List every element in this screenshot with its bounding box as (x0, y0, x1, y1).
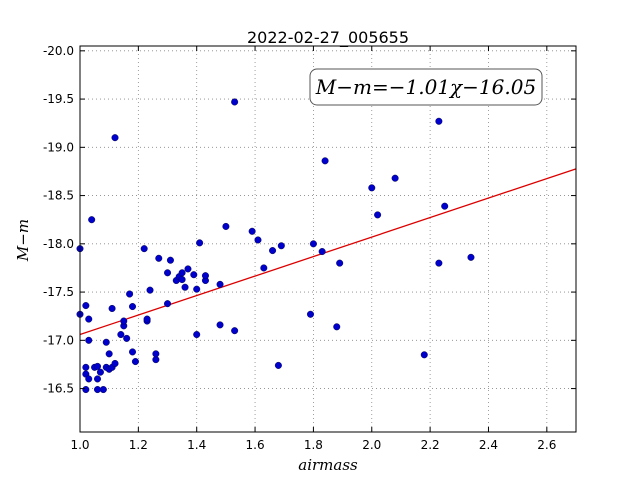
data-point (82, 363, 90, 371)
x-tick-label: 1.0 (70, 438, 89, 452)
axis-ticks: 1.0 1.2 1.4 1.6 1.8 2.0 2.2 2.4 2.6 -16.5 -17.0 -17… (43, 44, 576, 452)
data-point (88, 216, 96, 224)
data-point (222, 222, 230, 230)
x-tick-label: 2.2 (421, 438, 440, 452)
data-point (193, 285, 201, 293)
data-point (129, 348, 137, 356)
data-point (321, 157, 329, 165)
data-point (155, 254, 163, 262)
data-point (96, 368, 104, 376)
data-point (318, 248, 326, 256)
data-point (420, 351, 428, 359)
data-point (196, 239, 204, 247)
data-point (467, 253, 475, 261)
grid (79, 46, 576, 432)
data-point (201, 272, 209, 280)
y-tick-label: -17.5 (43, 285, 74, 299)
annotation-box (309, 68, 543, 106)
annotation-text: M−m=−1.01χ−16.05 (315, 75, 536, 99)
y-tick-label: -20.0 (43, 44, 74, 58)
chart-title: 2022-02-27_005655 (247, 28, 409, 48)
data-point (336, 259, 344, 267)
data-point (309, 240, 317, 248)
data-point (231, 98, 239, 106)
data-point (129, 303, 137, 311)
data-point (333, 323, 341, 331)
data-point (178, 269, 186, 277)
x-axis-label: airmass (298, 456, 358, 474)
data-point (435, 117, 443, 125)
data-point (131, 358, 139, 366)
data-point (82, 386, 90, 394)
data-point (260, 264, 268, 272)
data-point (85, 375, 93, 383)
data-point (216, 280, 224, 288)
data-point (143, 315, 151, 323)
y-tick-label: -18.5 (43, 189, 74, 203)
fit-annotation: M−m=−1.01χ−16.05 (309, 68, 543, 106)
data-point (231, 327, 239, 335)
y-tick-label: -19.5 (43, 92, 74, 106)
fit-line-layer (79, 168, 577, 336)
data-point (111, 134, 119, 142)
plot-frame (79, 45, 577, 433)
data-point (216, 321, 224, 329)
data-point (368, 184, 376, 192)
data-point (193, 331, 201, 339)
data-point (248, 227, 256, 235)
data-point (85, 315, 93, 323)
y-axis-label: M−m (14, 219, 32, 262)
data-point (164, 269, 172, 277)
data-point (85, 336, 93, 344)
y-tick-label: -17.0 (43, 333, 74, 347)
data-point (435, 259, 443, 267)
data-point (190, 271, 198, 279)
data-point (164, 300, 172, 308)
data-point (277, 242, 285, 250)
data-point (94, 386, 102, 394)
data-point (274, 361, 282, 369)
data-point (441, 202, 449, 210)
fit-line (79, 168, 577, 336)
data-point (374, 211, 382, 219)
data-point (166, 256, 174, 264)
x-tick-label: 2.4 (479, 438, 498, 452)
data-point (269, 247, 277, 255)
x-tick-label: 1.8 (304, 438, 323, 452)
x-tick-label: 1.2 (129, 438, 148, 452)
data-point (111, 359, 119, 367)
data-point (391, 174, 399, 182)
data-point (123, 334, 131, 342)
data-point (184, 265, 192, 273)
x-tick-label: 2.6 (537, 438, 556, 452)
data-point (99, 386, 107, 394)
data-point (108, 304, 116, 312)
x-tick-label: 2.0 (362, 438, 381, 452)
data-point (146, 286, 154, 294)
data-point (140, 245, 148, 253)
data-point (105, 350, 113, 358)
y-tick-label: -16.5 (43, 382, 74, 396)
data-point (82, 302, 90, 310)
x-tick-label: 1.6 (246, 438, 265, 452)
data-point (120, 317, 128, 325)
data-point (306, 310, 314, 318)
data-point (117, 331, 125, 339)
data-points (76, 98, 475, 394)
y-tick-label: -18.0 (43, 237, 74, 251)
data-point (126, 290, 134, 298)
data-point (102, 338, 110, 346)
data-point (152, 350, 160, 358)
data-point (94, 362, 102, 370)
data-point (178, 276, 186, 284)
data-point (181, 283, 189, 291)
y-tick-label: -19.0 (43, 140, 74, 154)
data-point (254, 236, 262, 244)
data-point (94, 375, 102, 383)
x-tick-label: 1.4 (187, 438, 206, 452)
